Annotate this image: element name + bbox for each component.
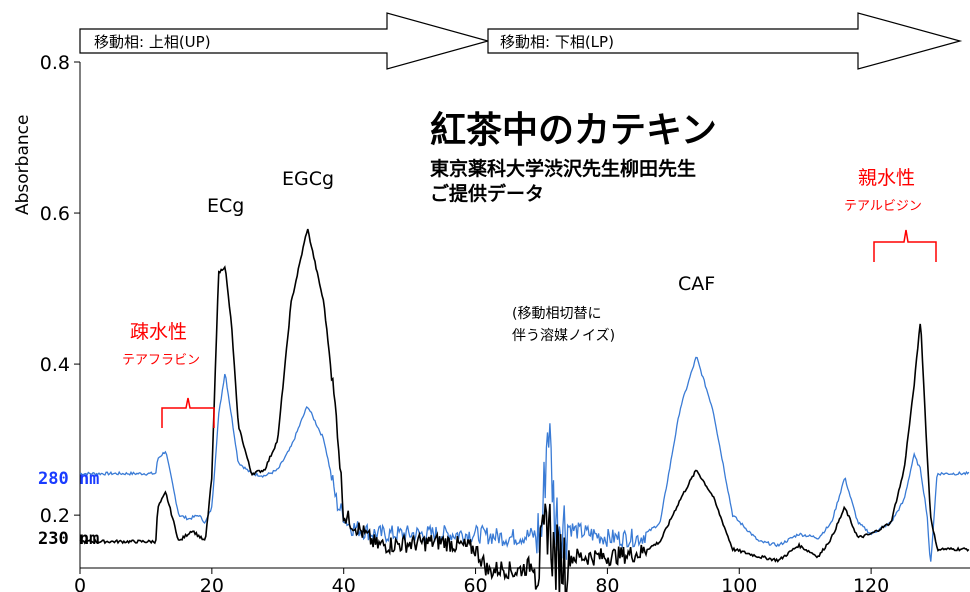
x-tick-label: 60 (463, 575, 487, 592)
hydrophobic-sublabel: テアフラビン (122, 353, 200, 368)
peak-label-egcg: EGCg (282, 168, 334, 190)
x-tick-label: 80 (595, 575, 619, 592)
y-axis-ticks: 0.2 0.4 0.6 0.8 (40, 52, 80, 527)
x-tick-label: 100 (721, 575, 757, 592)
peak-label-caf: CAF (678, 273, 715, 295)
y-tick-label: 0.8 (40, 52, 70, 74)
x-tick-label: 0 (74, 575, 86, 592)
hydrophobic-label: 疎水性 (130, 321, 187, 343)
x-tick-label: 40 (332, 575, 356, 592)
label-280nm: 280 nm (38, 469, 99, 489)
credit-line-1: 東京薬科大学渋沢先生柳田先生 (430, 157, 696, 180)
phase-label-lp: 移動相: 下相(LP) (500, 33, 614, 51)
hydrophilic-bracket (873, 229, 937, 262)
label-230nm: 230 nm (38, 529, 99, 549)
phase-label-up: 移動相: 上相(UP) (94, 33, 211, 51)
series-280nm-line (79, 356, 970, 562)
credit-line-2: ご提供データ (430, 182, 544, 205)
y-tick-label: 0.2 (40, 505, 70, 527)
x-axis-ticks: 0 20 40 60 80 100 120 (74, 568, 889, 592)
y-tick-label: 0.6 (40, 203, 70, 225)
hydrophilic-sublabel: テアルビジン (844, 199, 922, 214)
x-tick-label: 120 (853, 575, 889, 592)
hydrophobic-bracket (161, 397, 215, 428)
chart-title: 紅茶中のカテキン (430, 110, 717, 151)
phase-arrow-up: 移動相: 上相(UP) (79, 12, 491, 70)
series-230nm-line (79, 228, 970, 592)
x-tick-label: 20 (200, 575, 224, 592)
hydrophilic-label: 親水性 (858, 167, 915, 189)
peak-label-ecg: ECg (207, 195, 244, 217)
y-tick-label: 0.4 (40, 354, 70, 376)
noise-note-line1: (移動相切替に (512, 306, 601, 322)
y-axis-label: Absorbance (13, 115, 33, 215)
noise-note-line2: 伴う溶媒ノイズ) (512, 328, 615, 344)
phase-arrow-lp: 移動相: 下相(LP) (487, 12, 963, 70)
